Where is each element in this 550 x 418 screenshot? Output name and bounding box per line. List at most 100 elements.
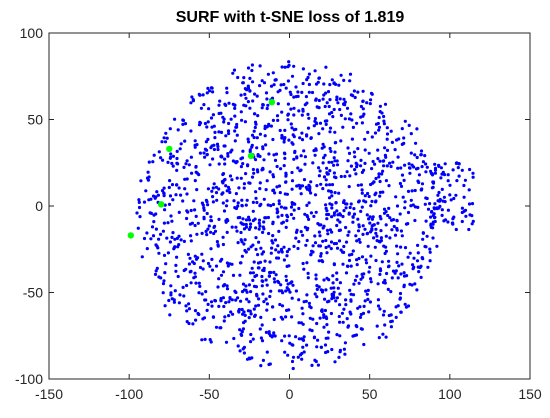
data-point-blue [279,167,283,171]
data-point-blue [336,286,340,290]
data-point-blue [216,144,220,149]
x-tick-label: -50 [199,386,219,402]
data-point-blue [371,223,375,227]
data-point-blue [329,247,333,251]
x-tick-label: -100 [115,386,143,402]
data-point-blue [327,196,332,200]
data-point-blue [221,235,225,239]
data-point-blue [195,232,199,236]
data-point-blue [239,157,243,161]
data-point-blue [232,336,236,341]
data-point-blue [317,230,321,234]
data-point-blue [137,198,141,202]
data-point-blue [208,264,212,268]
data-point-blue [342,307,346,311]
data-point-blue [390,140,394,144]
data-point-blue [240,329,244,333]
data-point-blue [189,208,193,213]
data-point-blue [276,118,280,122]
data-point-blue [359,312,363,317]
data-point-blue [326,90,331,94]
data-point-blue [303,162,307,166]
data-point-blue [353,168,357,172]
data-point-blue [284,315,288,319]
data-point-blue [360,272,364,276]
data-point-blue [162,194,166,198]
data-point-blue [274,78,278,82]
data-point-blue [265,97,269,101]
data-point-blue [252,171,256,175]
data-point-blue [162,253,167,257]
data-point-blue [330,215,334,219]
data-point-blue [370,135,374,139]
data-point-blue [194,165,198,169]
data-point-blue [425,165,429,169]
data-point-blue [346,233,350,237]
data-point-blue [440,213,444,217]
data-point-blue [163,271,167,275]
data-point-blue [261,230,265,234]
data-point-blue [265,106,269,111]
data-point-blue [381,313,386,317]
data-point-blue [223,283,227,287]
data-point-blue [155,266,159,270]
data-point-blue [402,271,406,275]
data-point-blue [224,204,229,208]
data-point-blue [401,195,405,199]
data-point-blue [251,167,255,172]
data-point-blue [440,187,444,191]
data-point-blue [269,251,273,255]
data-point-blue [209,247,213,251]
data-point-blue [388,236,392,240]
data-point-blue [139,179,143,183]
data-point-blue [257,240,261,244]
data-point-blue [161,291,165,295]
data-point-blue [225,284,229,288]
data-point-blue [276,102,280,106]
data-point-blue [419,153,423,157]
data-point-blue [312,336,316,340]
data-point-blue [259,336,263,340]
data-point-blue [146,170,150,174]
data-point-blue [462,195,466,199]
data-point-blue [198,151,202,155]
data-point-blue [244,96,248,100]
data-point-blue [389,129,393,133]
data-point-blue [295,156,299,160]
data-point-green [268,99,276,106]
data-point-blue [325,251,329,255]
data-point-blue [420,182,425,186]
data-point-blue [277,229,281,233]
data-point-blue [467,202,472,206]
data-point-blue [260,284,264,288]
data-point-blue [184,162,188,166]
data-point-blue [265,283,269,287]
data-point-blue [357,281,361,285]
data-point-blue [386,287,390,291]
data-point-blue [239,261,243,265]
data-point-blue [326,172,330,176]
data-point-blue [338,97,342,101]
data-point-blue [215,240,219,244]
data-point-blue [360,188,364,192]
data-point-blue [353,95,357,100]
data-point-blue [393,233,398,237]
data-point-blue [341,320,345,324]
data-point-blue [435,244,439,248]
data-point-blue [399,229,403,233]
data-point-blue [369,230,373,234]
data-point-blue [280,133,284,138]
data-point-blue [230,178,234,182]
data-point-blue [310,90,315,95]
data-point-blue [280,304,285,308]
data-point-blue [251,80,255,84]
data-point-blue [226,154,230,158]
data-point-blue [300,131,304,135]
data-point-blue [349,298,353,302]
data-point-blue [239,93,243,97]
data-point-blue [365,213,369,217]
data-point-blue [272,317,276,322]
data-point-blue [325,316,329,321]
data-point-blue [460,206,464,210]
data-point-blue [219,111,223,115]
